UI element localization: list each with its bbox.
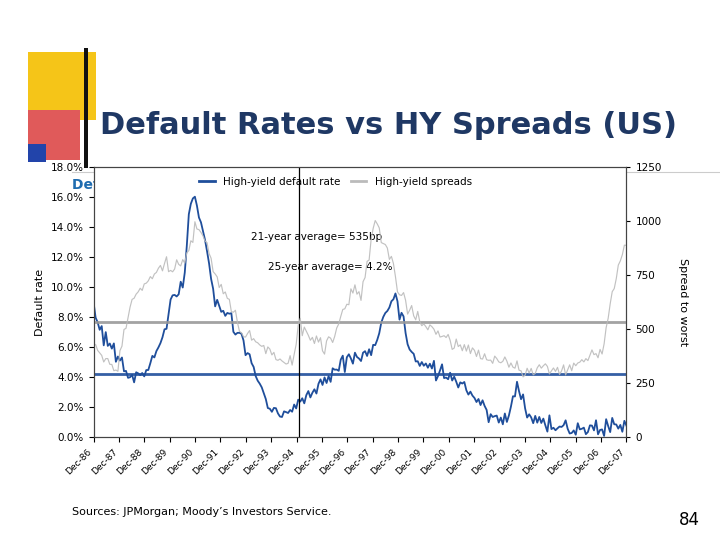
Text: 21-year average= 535bp: 21-year average= 535bp: [251, 232, 382, 242]
Y-axis label: Spread to worst: Spread to worst: [678, 258, 688, 347]
Bar: [28, 52, 96, 120]
Y-axis label: Default rate: Default rate: [35, 269, 45, 336]
Bar: [28, 144, 46, 162]
Text: Default Rates vs HY Spreads (US): Default Rates vs HY Spreads (US): [100, 111, 677, 139]
Bar: [84, 48, 88, 168]
Legend: High-yield default rate, High-yield spreads: High-yield default rate, High-yield spre…: [194, 173, 476, 191]
Text: Sources: JPMorgan; Moody’s Investors Service.: Sources: JPMorgan; Moody’s Investors Ser…: [72, 507, 331, 517]
Text: 25-year average= 4.2%: 25-year average= 4.2%: [268, 262, 392, 272]
Bar: [28, 110, 80, 160]
Text: Default rate vs high-yield spreads: Default rate vs high-yield spreads: [72, 178, 338, 192]
Text: 84: 84: [679, 511, 700, 529]
